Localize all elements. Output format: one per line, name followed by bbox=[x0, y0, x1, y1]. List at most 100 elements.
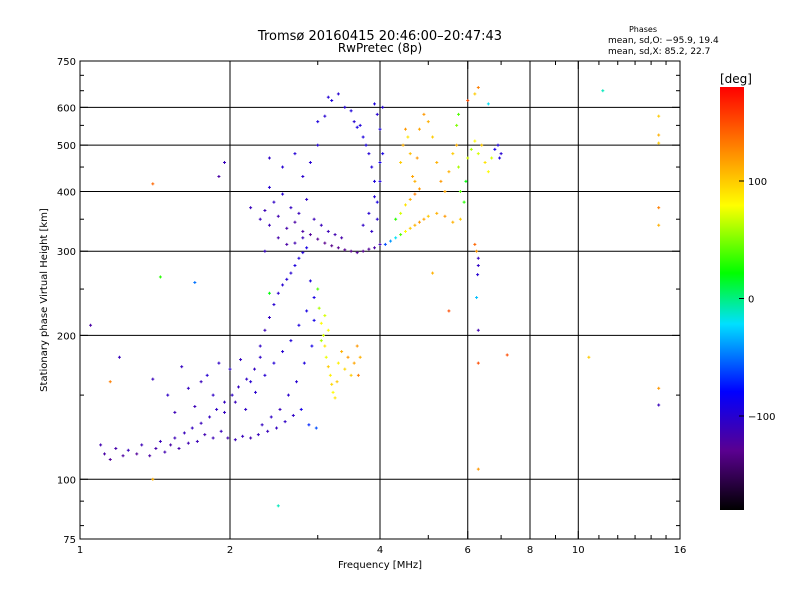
data-point bbox=[158, 275, 162, 279]
x-tick-label: 1 bbox=[77, 545, 83, 556]
data-point bbox=[657, 386, 661, 390]
data-point bbox=[328, 373, 332, 377]
x-axis-label: Frequency [MHz] bbox=[338, 560, 422, 571]
data-point bbox=[383, 242, 387, 246]
stats-heading: Phases bbox=[629, 25, 657, 34]
colorbar-label: [deg] bbox=[720, 72, 752, 86]
data-point bbox=[370, 165, 374, 169]
data-point bbox=[476, 328, 480, 332]
data-point bbox=[256, 433, 260, 437]
data-point bbox=[314, 426, 318, 430]
data-point bbox=[499, 152, 503, 156]
x-tick-label: 2 bbox=[227, 545, 233, 556]
data-point bbox=[305, 197, 309, 201]
data-point bbox=[361, 249, 365, 253]
data-point bbox=[469, 147, 473, 151]
data-point bbox=[276, 214, 280, 218]
data-point bbox=[186, 386, 190, 390]
data-point bbox=[406, 135, 410, 139]
data-point bbox=[443, 189, 447, 193]
data-point bbox=[258, 217, 262, 221]
data-point bbox=[373, 102, 377, 106]
data-point bbox=[378, 179, 382, 183]
data-point bbox=[336, 361, 340, 365]
stats-line-x: mean, sd,X: 85.2, 22.7 bbox=[608, 47, 710, 57]
data-point bbox=[426, 120, 430, 124]
data-point bbox=[241, 434, 245, 438]
data-point bbox=[173, 436, 177, 440]
data-point bbox=[263, 328, 267, 332]
data-point bbox=[399, 233, 403, 237]
data-point bbox=[312, 318, 316, 322]
data-point bbox=[490, 156, 494, 160]
data-point bbox=[358, 123, 362, 127]
data-point bbox=[316, 237, 320, 241]
data-point bbox=[443, 214, 447, 218]
data-point bbox=[267, 223, 271, 227]
data-point bbox=[319, 223, 323, 227]
data-point bbox=[236, 385, 240, 389]
x-tick-label: 6 bbox=[465, 545, 471, 556]
data-point bbox=[151, 477, 155, 481]
grid-layer bbox=[80, 61, 680, 539]
data-point bbox=[244, 407, 248, 411]
data-point bbox=[182, 431, 186, 435]
data-point bbox=[355, 344, 359, 348]
data-point bbox=[476, 264, 480, 268]
y-tick-label: 200 bbox=[57, 331, 76, 342]
data-point bbox=[451, 152, 455, 156]
data-point bbox=[323, 241, 327, 245]
data-point bbox=[217, 361, 221, 365]
data-point bbox=[305, 246, 309, 250]
data-point bbox=[403, 127, 407, 131]
x-tick-label: 4 bbox=[377, 545, 383, 556]
data-point bbox=[89, 323, 93, 327]
data-point bbox=[408, 226, 412, 230]
data-point bbox=[408, 197, 412, 201]
data-point bbox=[310, 344, 314, 348]
data-point bbox=[186, 441, 190, 445]
data-point bbox=[295, 380, 299, 384]
data-point bbox=[154, 446, 158, 450]
data-point bbox=[223, 400, 227, 404]
data-point bbox=[657, 206, 661, 210]
colorbar-ticks: 100 0 −100 bbox=[739, 177, 775, 423]
data-point bbox=[378, 160, 382, 164]
points-layer bbox=[89, 86, 661, 508]
data-point bbox=[451, 220, 455, 224]
data-point bbox=[226, 436, 230, 440]
colorbar-tick-label: 100 bbox=[748, 177, 767, 188]
data-point bbox=[289, 339, 293, 343]
data-point bbox=[370, 229, 374, 233]
data-point bbox=[281, 350, 285, 354]
data-point bbox=[413, 223, 417, 227]
data-point bbox=[378, 242, 382, 246]
data-point bbox=[281, 283, 285, 287]
data-point bbox=[476, 467, 480, 471]
data-point bbox=[367, 152, 371, 156]
data-point bbox=[447, 170, 451, 174]
data-point bbox=[301, 174, 305, 178]
data-point bbox=[411, 174, 415, 178]
data-point bbox=[193, 404, 197, 408]
data-point bbox=[417, 220, 421, 224]
data-point bbox=[275, 426, 279, 430]
data-point bbox=[267, 315, 271, 319]
data-point bbox=[466, 156, 470, 160]
data-point bbox=[336, 246, 340, 250]
data-point bbox=[343, 367, 347, 371]
data-point bbox=[473, 139, 477, 143]
data-point bbox=[324, 355, 328, 359]
data-point bbox=[326, 328, 330, 332]
y-tick-label: 400 bbox=[57, 187, 76, 198]
data-point bbox=[321, 333, 325, 337]
data-point bbox=[249, 380, 253, 384]
y-tick-label: 100 bbox=[57, 475, 76, 486]
data-point bbox=[381, 105, 385, 109]
data-point bbox=[435, 211, 439, 215]
data-point bbox=[177, 446, 181, 450]
data-point bbox=[455, 123, 459, 127]
data-point bbox=[215, 407, 219, 411]
data-point bbox=[258, 355, 262, 359]
data-point bbox=[323, 344, 327, 348]
